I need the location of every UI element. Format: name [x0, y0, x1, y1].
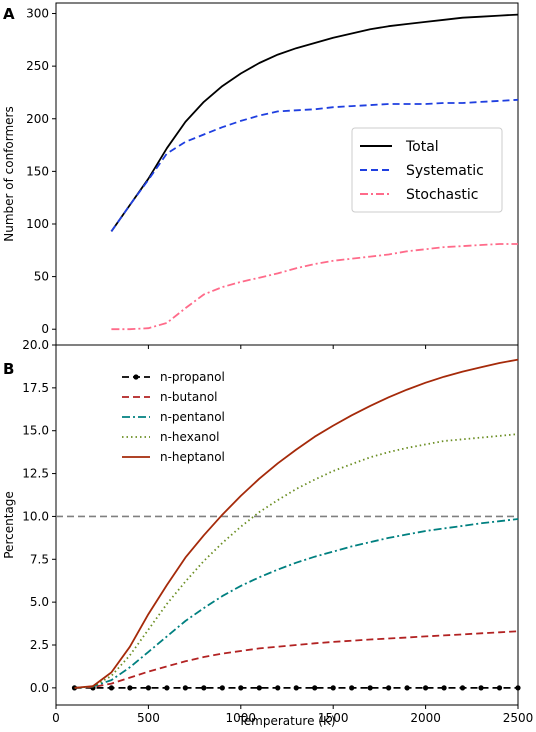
- series-line-n-hexanol: [74, 433, 519, 689]
- panel-a-y-ticks: 0 50 100 150 200 250 300: [26, 7, 519, 349]
- panel-b-y-tick-label: 12.5: [22, 467, 49, 481]
- series-point-n-propanol: [404, 685, 410, 691]
- panel-b-ticks: 0.0 2.5 5.0 7.5 10.0 12.5 15.0 17.5 20.0 0 500 1000…: [22, 338, 533, 725]
- series-line-stochastic: [111, 243, 518, 331]
- panel-b-y-tick-label: 20.0: [22, 338, 49, 352]
- panel-a-y-tick-label: 200: [26, 112, 49, 126]
- series-line-n-butanol: [74, 630, 519, 689]
- panel-b-x-tick-label: 500: [137, 711, 160, 725]
- series-point-n-propanol: [182, 685, 188, 691]
- series-point-n-propanol: [256, 685, 262, 691]
- panel-a-y-tick-label: 0: [41, 322, 49, 336]
- panel-a-legend-box: [351, 127, 503, 213]
- panel-a-series: [110, 13, 519, 331]
- series-point-n-propanol: [496, 685, 503, 691]
- panel-b-y-axis-title: Percentage: [2, 491, 16, 559]
- series-point-n-propanol: [238, 685, 244, 691]
- panel-a-y-tick-label: 100: [26, 217, 49, 231]
- panel-b-letter: B: [3, 360, 14, 378]
- series-point-n-propanol: [515, 685, 521, 691]
- series-line-systematic: [110, 98, 519, 232]
- series-line-n-heptanol: [74, 358, 519, 689]
- series-point-n-propanol: [459, 685, 466, 691]
- legend-label-stochastic: Stochastic: [406, 187, 478, 203]
- series-point-n-propanol: [330, 685, 336, 691]
- panel-b-y-tick-label: 15.0: [22, 424, 49, 438]
- series-line-total: [110, 13, 519, 232]
- panel-b-y-tick-label: 0.0: [30, 681, 49, 695]
- panel-b-x-tick-label: 2500: [503, 711, 534, 725]
- series-point-n-propanol: [71, 685, 78, 691]
- legend-label-n-heptanol: n-heptanol: [160, 450, 225, 464]
- panel-b-series: [71, 358, 521, 691]
- panel-a-y-tick-label: 250: [26, 59, 49, 73]
- series-point-n-propanol: [293, 685, 299, 691]
- series-point-n-propanol: [349, 685, 355, 691]
- series-point-n-propanol: [478, 685, 484, 691]
- panel-a-y-tick-label: 300: [26, 7, 49, 21]
- legend-label-n-hexanol: n-hexanol: [160, 430, 219, 444]
- series-point-n-propanol: [386, 685, 392, 691]
- panel-b-x-tick-label: 1000: [226, 711, 257, 725]
- series-point-n-propanol: [145, 685, 151, 691]
- legend-label-n-propanol: n-propanol: [160, 370, 225, 384]
- series-point-n-propanol: [275, 685, 281, 691]
- series-point-n-propanol: [201, 685, 207, 691]
- legend-marker-n-propanol: [133, 374, 139, 380]
- panel-b-y-tick-label: 17.5: [22, 381, 49, 395]
- panel-a-letter: A: [3, 5, 15, 23]
- panel-b: B 0.0 2.5 5.0 7.5 10.0 12.5 15.0 17.5 20.0 0 500 10…: [2, 338, 533, 728]
- series-point-n-propanol: [423, 685, 429, 691]
- panel-b-x-tick-label: 0: [52, 711, 60, 725]
- panel-b-y-tick-label: 5.0: [30, 595, 49, 609]
- series-point-n-propanol: [219, 685, 225, 691]
- panel-a-y-tick-label: 50: [34, 270, 49, 284]
- series-point-n-propanol: [108, 685, 115, 691]
- panel-a-y-axis-title: Number of conformers: [2, 106, 16, 242]
- legend-label-n-butanol: n-butanol: [160, 390, 218, 404]
- panel-b-y-tick-label: 7.5: [30, 552, 49, 566]
- series-point-n-propanol: [367, 685, 373, 691]
- panel-b-y-tick-label: 2.5: [30, 638, 49, 652]
- panel-a-y-tick-label: 150: [26, 164, 49, 178]
- panel-b-plot-frame: [55, 344, 519, 706]
- series-point-n-propanol: [164, 685, 170, 691]
- panel-b-x-axis-title: Temperature (K): [237, 714, 335, 728]
- series-point-n-propanol: [441, 685, 447, 691]
- panel-b-x-tick-label: 2000: [410, 711, 441, 725]
- series-line-n-pentanol: [74, 518, 519, 689]
- legend-label-total: Total: [405, 139, 439, 155]
- panel-b-x-tick-label: 1500: [318, 711, 349, 725]
- panel-b-legend: n-propanol n-butanol n-pentanol n-hexano…: [122, 370, 225, 464]
- legend-label-systematic: Systematic: [406, 163, 484, 179]
- legend-label-n-pentanol: n-pentanol: [160, 410, 225, 424]
- panel-a: A 0 50 100 150 200 250 300 Number of conformer…: [2, 2, 519, 349]
- series-point-n-propanol: [312, 685, 318, 691]
- series-point-n-propanol: [127, 685, 133, 691]
- panel-a-legend: Total Systematic Stochastic: [351, 127, 503, 213]
- panel-b-y-tick-label: 10.0: [22, 509, 49, 523]
